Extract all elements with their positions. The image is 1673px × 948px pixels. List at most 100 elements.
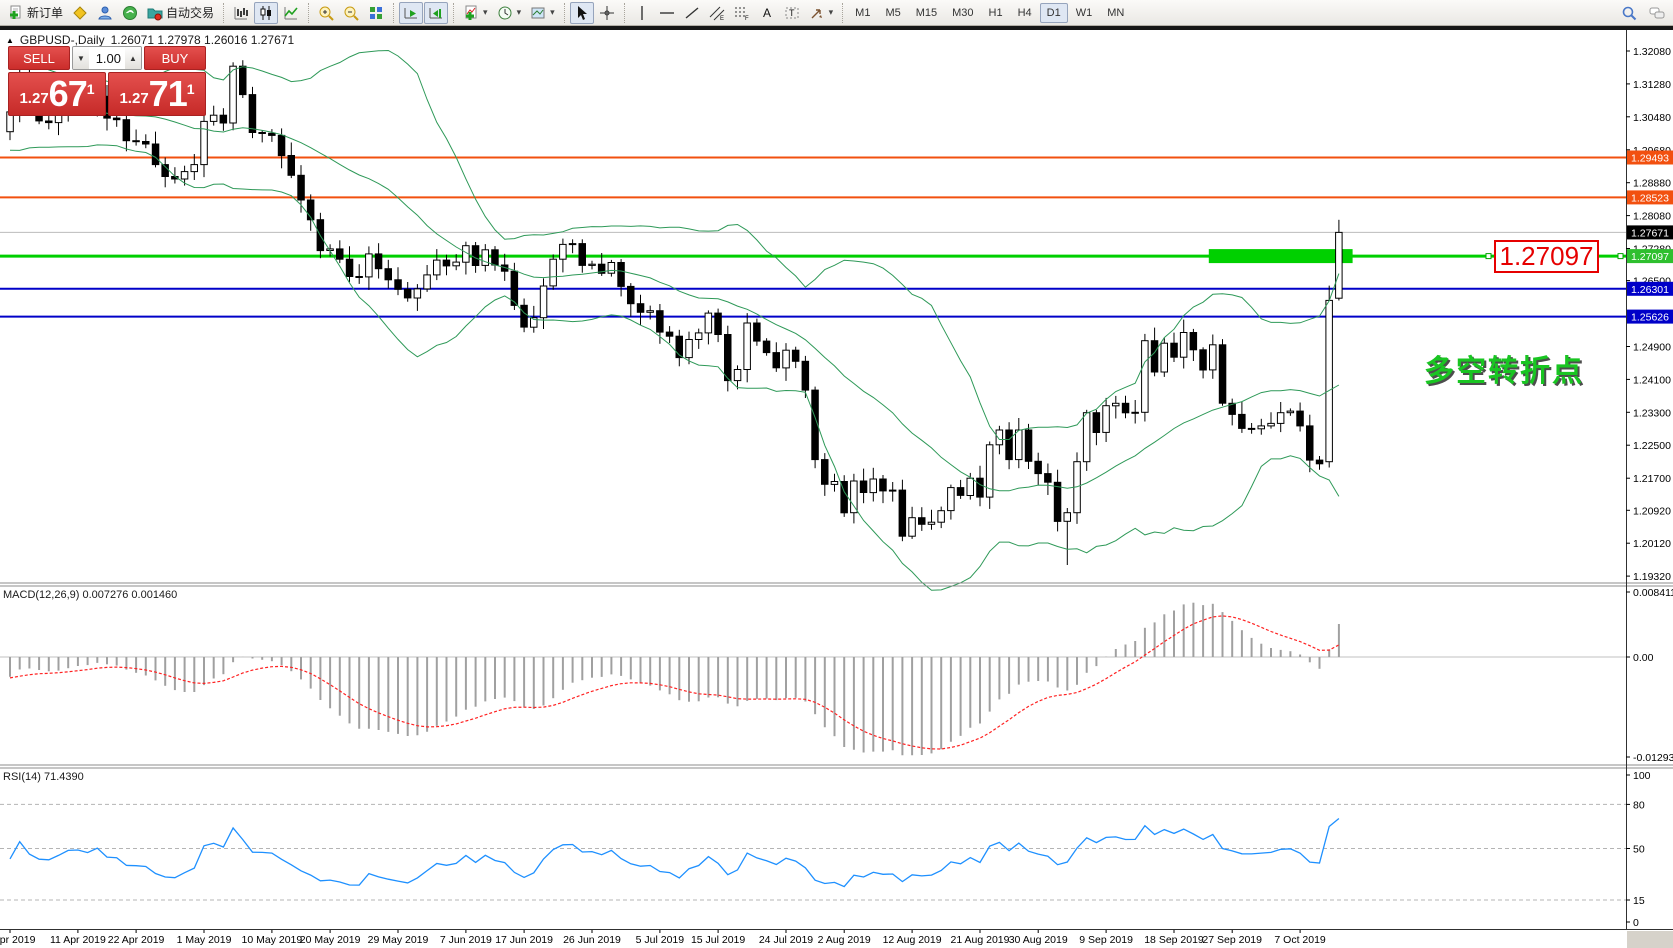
timeframe-button-d1[interactable]: D1	[1039, 2, 1068, 23]
volume-input[interactable]: 1.00	[89, 47, 125, 69]
candle	[132, 129, 140, 146]
data-folder-button[interactable]	[68, 2, 92, 24]
auto-scroll-button[interactable]	[399, 1, 424, 24]
line-handle[interactable]	[1617, 253, 1624, 260]
price-tick-label: 1.23300	[1633, 407, 1671, 419]
chat-button[interactable]	[1645, 2, 1669, 24]
crosshair-button[interactable]	[595, 2, 619, 24]
zoom-out-button[interactable]	[339, 2, 363, 24]
bollinger-lower-band	[9, 144, 1340, 591]
candle	[898, 479, 907, 542]
timeframe-button-h1[interactable]: H1	[982, 3, 1010, 23]
tile-windows-button[interactable]	[364, 2, 388, 24]
add-indicator-icon	[465, 5, 477, 20]
price-tag-1.26301[interactable]: 1.26301	[1627, 281, 1673, 296]
horizontal-line-button[interactable]	[655, 2, 679, 24]
sell-price-big: 67	[48, 73, 88, 114]
chart-ohlc-label: 1.26071 1.27978 1.26016 1.27671	[110, 33, 295, 47]
search-button[interactable]	[1617, 2, 1641, 24]
candle	[442, 254, 451, 276]
new-order-button[interactable]: 新订单	[4, 2, 67, 24]
toolbar-separator	[563, 2, 565, 23]
arrows-button[interactable]: ▾	[805, 2, 838, 24]
cursor-button[interactable]	[569, 1, 594, 24]
price-tag-1.28523[interactable]: 1.28523	[1627, 190, 1673, 205]
pivot-annotation-text[interactable]: 多空转折点	[1424, 355, 1584, 388]
auto-scroll-icon	[404, 7, 418, 18]
svg-text:E: E	[720, 16, 724, 21]
periods-button[interactable]: ▾	[493, 2, 526, 24]
volume-increase-button[interactable]: ▲	[125, 47, 141, 69]
price-tag-1.27097[interactable]: 1.27097	[1627, 249, 1673, 264]
rsi-indicator-label: RSI(14) 71.4390	[3, 771, 84, 783]
macd-tick-label: 0.008411	[1633, 587, 1673, 599]
autotrading-button[interactable]: 自动交易	[143, 2, 218, 24]
price-tick-label: 1.24100	[1633, 374, 1671, 386]
timeframe-button-m15[interactable]: M15	[909, 3, 944, 23]
buy-price-sup: 1	[186, 81, 195, 97]
candle	[345, 246, 354, 283]
text-label-icon: T	[785, 7, 799, 18]
toolbar-separator	[308, 2, 310, 23]
candle	[879, 475, 887, 504]
sell-price-panel[interactable]: 1.27 67 1	[8, 72, 106, 116]
zoom-in-button[interactable]	[314, 2, 338, 24]
candle	[1286, 408, 1295, 416]
price-tick-label: 1.30480	[1633, 112, 1671, 124]
community-button[interactable]	[93, 2, 117, 24]
trendline-button[interactable]	[680, 2, 704, 24]
timeframe-button-w1[interactable]: W1	[1069, 3, 1100, 23]
fibonacci-button[interactable]: F	[730, 2, 754, 24]
highlight-zone[interactable]	[1208, 249, 1353, 264]
price-tag-1.29493[interactable]: 1.29493	[1627, 150, 1673, 165]
bar-chart-button[interactable]	[229, 2, 253, 24]
candle	[481, 244, 489, 272]
equidistant-channel-button[interactable]: E	[705, 2, 729, 24]
text-button[interactable]: A	[755, 2, 779, 24]
price-callout-label[interactable]: 1.27097	[1494, 240, 1599, 273]
signals-button[interactable]	[118, 2, 142, 24]
candle	[413, 284, 422, 311]
horizontal-line-icon	[659, 11, 674, 14]
buy-price-panel[interactable]: 1.27 71 1	[108, 72, 206, 116]
timeframe-button-m30[interactable]: M30	[945, 3, 980, 23]
text-label-button[interactable]: T	[780, 2, 804, 24]
macd-tick-label: 0.00	[1633, 652, 1654, 664]
date-label: 10 May 2019	[242, 934, 303, 946]
timeframe-button-mn[interactable]: MN	[1100, 3, 1131, 23]
chart-title: ▲ GBPUSD-,Daily 1.26071 1.27978 1.26016 …	[6, 33, 294, 47]
templates-button[interactable]: ▾	[526, 2, 559, 24]
timeframe-button-m1[interactable]: M1	[848, 3, 877, 23]
line-chart-button[interactable]	[279, 2, 303, 24]
price-tick-label: 1.31280	[1633, 79, 1671, 91]
candle	[753, 318, 761, 346]
candle	[685, 331, 693, 365]
candle	[830, 473, 839, 492]
candle	[1141, 333, 1149, 422]
candle	[1257, 418, 1265, 435]
candle	[937, 506, 945, 529]
candle	[1247, 423, 1256, 434]
chevron-down-icon: ▾	[550, 7, 555, 17]
volume-decrease-button[interactable]: ▼	[73, 47, 89, 69]
candle	[1092, 409, 1101, 446]
chart-shift-button[interactable]	[424, 1, 449, 24]
chart-shift-icon	[429, 7, 443, 18]
candle	[636, 294, 645, 326]
collapse-arrow-icon[interactable]: ▲	[6, 35, 14, 45]
sell-button[interactable]: SELL	[8, 46, 70, 70]
date-label: 29 May 2019	[368, 934, 429, 946]
indicators-button[interactable]: ▾	[459, 2, 492, 24]
buy-button[interactable]: BUY	[144, 46, 206, 70]
timeframe-button-h4[interactable]: H4	[1011, 3, 1039, 23]
candle	[151, 131, 160, 168]
vertical-line-button[interactable]	[630, 2, 654, 24]
price-tag-1.25626[interactable]: 1.25626	[1627, 309, 1673, 324]
line-handle[interactable]	[1485, 253, 1492, 260]
candlestick-chart-button[interactable]	[254, 1, 279, 24]
price-tag-1.27671[interactable]: 1.27671	[1627, 225, 1673, 240]
timeframe-button-m5[interactable]: M5	[878, 3, 907, 23]
rsi-tick-label: 100	[1633, 770, 1651, 782]
candle	[219, 108, 228, 131]
